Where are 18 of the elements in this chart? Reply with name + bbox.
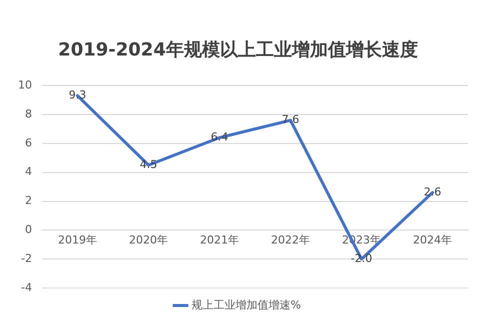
- data-label: 2.6: [424, 185, 442, 198]
- y-tick-label: 2: [24, 194, 32, 208]
- y-tick-label: 0: [24, 223, 32, 236]
- data-label: -2.0: [350, 252, 372, 265]
- x-tick-label: 2019年: [58, 234, 97, 247]
- x-tick-label: 2024年: [413, 234, 452, 247]
- y-tick-label: -2: [21, 252, 32, 265]
- x-tick-label: 2022年: [271, 234, 310, 247]
- legend-label: 规上工业增加值增速%: [192, 298, 301, 312]
- x-tick-label: 2021年: [200, 234, 239, 247]
- y-tick-label: -4: [21, 280, 32, 294]
- y-tick-label: 10: [18, 78, 32, 92]
- y-tick-label: 8: [24, 107, 32, 120]
- y-tick-label: 4: [24, 165, 32, 178]
- chart-title: 2019-2024年规模以上工业增加值增长速度: [58, 39, 418, 60]
- data-label: 9.3: [68, 88, 86, 102]
- x-tick-label: 2020年: [129, 234, 168, 247]
- y-tick-label: 6: [24, 136, 32, 150]
